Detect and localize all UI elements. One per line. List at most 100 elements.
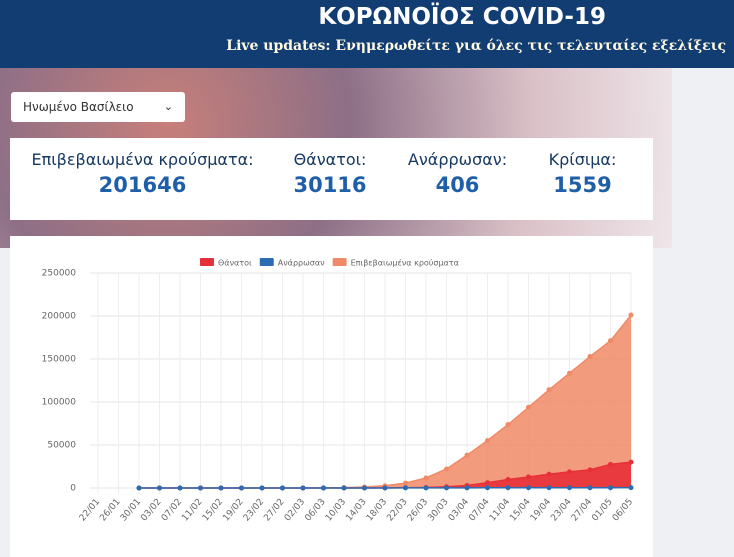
point bbox=[567, 370, 572, 376]
x-tick-label: 11/02 bbox=[180, 497, 204, 523]
point bbox=[526, 485, 531, 491]
point bbox=[546, 387, 552, 393]
y-tick-label: 50000 bbox=[47, 441, 76, 451]
point bbox=[157, 485, 162, 491]
x-tick-label: 19/04 bbox=[529, 497, 554, 524]
stat: Ανάρρωσαν: 406 bbox=[385, 138, 530, 220]
point bbox=[485, 485, 490, 491]
stat: Κρίσιμα: 1559 bbox=[530, 138, 635, 220]
y-tick-label: 200000 bbox=[42, 312, 77, 322]
point bbox=[464, 485, 470, 491]
legend-swatch bbox=[259, 258, 274, 266]
chevron: ⌄ bbox=[163, 100, 173, 113]
x-tick-label: 01/05 bbox=[590, 497, 614, 523]
x-tick-label: 23/02 bbox=[242, 497, 266, 523]
point bbox=[567, 469, 572, 475]
stat-label: Ανάρρωσαν: bbox=[407, 150, 508, 169]
title: ΚΟΡΩΝΟΪΟΣ COVID-19 bbox=[318, 4, 606, 30]
point bbox=[177, 485, 183, 491]
point bbox=[423, 485, 429, 491]
x-tick-label: 06/05 bbox=[611, 497, 635, 523]
select-label: Ηνωμένο Βασίλειο bbox=[23, 100, 134, 114]
y-tick-label: 250000 bbox=[42, 269, 77, 279]
stat-value: 30116 bbox=[293, 173, 367, 197]
x-tick-label: 18/03 bbox=[365, 497, 389, 523]
point bbox=[444, 485, 449, 491]
stat-value: 406 bbox=[435, 173, 480, 197]
point bbox=[628, 312, 634, 318]
point bbox=[608, 461, 613, 467]
x-tick-label: 03/02 bbox=[139, 497, 163, 523]
point bbox=[546, 485, 552, 491]
x-tick-label: 19/02 bbox=[221, 497, 245, 523]
x-tick-label: 02/03 bbox=[283, 497, 307, 523]
stat-label: Κρίσιμα: bbox=[548, 150, 617, 169]
subtitle: Live updates: Ενημερωθείτε για όλες τις … bbox=[226, 38, 726, 54]
header: ΚΟΡΩΝΟΪΟΣ COVID-19 Live updates: Ενημερω… bbox=[0, 0, 734, 68]
x-tick-label: 15/02 bbox=[201, 497, 225, 523]
legend-label: Θάνατοι bbox=[218, 259, 252, 268]
point bbox=[546, 471, 552, 477]
point bbox=[259, 485, 265, 491]
x-tick-label: 26/03 bbox=[406, 497, 430, 523]
y-tick-label: 100000 bbox=[42, 398, 77, 408]
point bbox=[218, 485, 224, 491]
x-tick-label: 07/02 bbox=[160, 497, 184, 523]
point bbox=[444, 466, 449, 472]
stat: Επιβεβαιωμένα κρούσματα: 201646 bbox=[10, 138, 275, 220]
point bbox=[608, 485, 613, 491]
stat: Θάνατοι: 30116 bbox=[275, 138, 385, 220]
country-select[interactable]: Ηνωμένο Βασίλειο ⌄ bbox=[11, 92, 185, 122]
chart: 0 50000 100000 150000 200000 250000 22/0126/01… bbox=[42, 258, 636, 524]
point bbox=[608, 338, 613, 344]
legend-label: Ανάρρωσαν bbox=[278, 259, 325, 268]
point bbox=[505, 422, 511, 428]
x-tick-label: 11/04 bbox=[488, 497, 513, 524]
point bbox=[300, 485, 306, 491]
point bbox=[587, 485, 593, 491]
point bbox=[485, 480, 490, 486]
legend-swatch bbox=[200, 258, 214, 266]
x-tick-label: 30/03 bbox=[426, 497, 450, 523]
point bbox=[362, 485, 367, 491]
area bbox=[139, 315, 631, 488]
point bbox=[198, 485, 203, 491]
point bbox=[382, 485, 388, 491]
point bbox=[239, 485, 244, 491]
x-tick-label: 14/03 bbox=[344, 497, 368, 523]
point bbox=[567, 485, 572, 491]
x-tick-label: 26/01 bbox=[98, 497, 122, 523]
stat-value: 201646 bbox=[98, 173, 187, 197]
y-tick-label: 0 bbox=[70, 484, 76, 494]
point bbox=[321, 485, 326, 491]
y-tick-label: 150000 bbox=[42, 355, 77, 365]
point bbox=[526, 474, 531, 480]
legend-label: Επιβεβαιωμένα κρούσματα bbox=[351, 258, 459, 268]
x-tick-label: 07/04 bbox=[467, 497, 492, 524]
x-tick-label: 22/03 bbox=[385, 497, 409, 523]
point bbox=[280, 485, 285, 491]
x-tick-label: 22/01 bbox=[78, 497, 102, 523]
point bbox=[485, 437, 490, 443]
point bbox=[423, 475, 429, 481]
point bbox=[341, 485, 347, 491]
point bbox=[628, 485, 634, 491]
x-tick-label: 27/04 bbox=[570, 497, 595, 524]
point bbox=[628, 459, 634, 465]
x-tick-label: 15/04 bbox=[508, 497, 533, 524]
point bbox=[505, 477, 511, 483]
x-tick-label: 10/03 bbox=[324, 497, 348, 523]
stat-label: Θάνατοι: bbox=[293, 150, 367, 169]
x-tick-label: 27/02 bbox=[262, 497, 286, 523]
point bbox=[464, 452, 470, 458]
point bbox=[587, 354, 593, 360]
point bbox=[403, 480, 408, 486]
x-tick-label: 06/03 bbox=[303, 497, 327, 523]
legend-swatch bbox=[332, 258, 347, 266]
x-tick-label: 23/04 bbox=[549, 497, 574, 524]
stats-card: Επιβεβαιωμένα κρούσματα: 201646 Θάνατοι: 3… bbox=[10, 138, 653, 220]
point bbox=[505, 485, 511, 491]
point bbox=[403, 485, 408, 491]
point bbox=[587, 467, 593, 473]
